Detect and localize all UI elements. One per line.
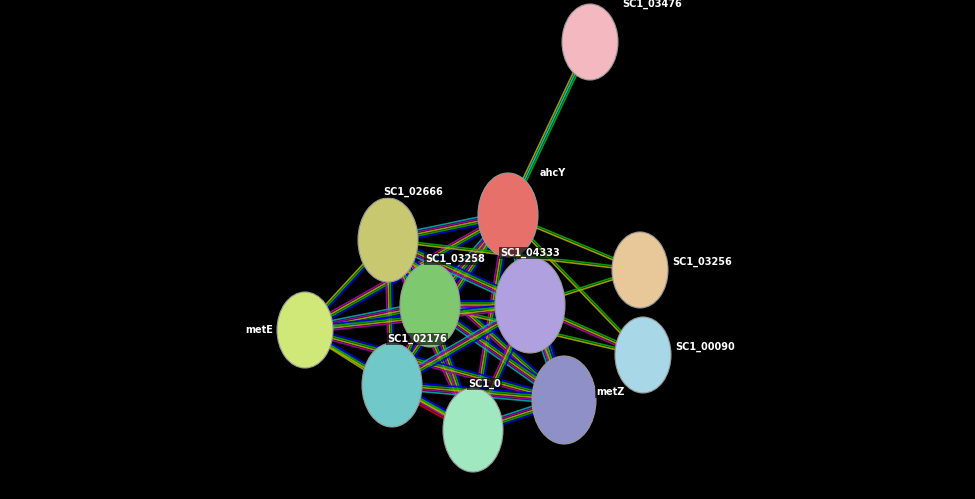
Text: SC1_0: SC1_0 bbox=[468, 379, 501, 389]
Ellipse shape bbox=[358, 198, 418, 282]
Text: SC1_02666: SC1_02666 bbox=[383, 187, 443, 197]
Ellipse shape bbox=[562, 4, 618, 80]
Text: SC1_04333: SC1_04333 bbox=[500, 248, 560, 258]
Text: ahcY: ahcY bbox=[540, 168, 566, 178]
Ellipse shape bbox=[478, 173, 538, 257]
Ellipse shape bbox=[277, 292, 333, 368]
Text: SC1_00090: SC1_00090 bbox=[675, 342, 735, 352]
Ellipse shape bbox=[532, 356, 596, 444]
Ellipse shape bbox=[362, 343, 422, 427]
Text: SC1_02176: SC1_02176 bbox=[387, 334, 447, 344]
Text: SC1_03256: SC1_03256 bbox=[672, 257, 732, 267]
Ellipse shape bbox=[612, 232, 668, 308]
Ellipse shape bbox=[495, 257, 565, 353]
Text: metE: metE bbox=[245, 325, 273, 335]
Ellipse shape bbox=[443, 388, 503, 472]
Text: SC1_03258: SC1_03258 bbox=[425, 254, 485, 264]
Text: SC1_03476: SC1_03476 bbox=[622, 0, 682, 9]
Ellipse shape bbox=[400, 263, 460, 347]
Ellipse shape bbox=[615, 317, 671, 393]
Text: metZ: metZ bbox=[596, 387, 624, 397]
